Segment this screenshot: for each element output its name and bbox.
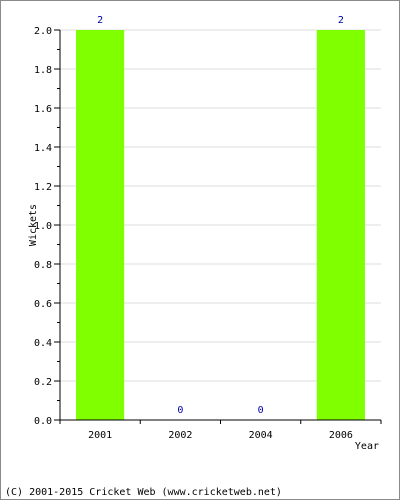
bars: [76, 30, 365, 420]
y-tick-label: 1.8: [34, 65, 52, 76]
data-label-2001: 2: [97, 15, 103, 26]
x-tick-labels: 2001 2002 2004 2006: [88, 430, 353, 441]
x-tick-label-2001: 2001: [88, 430, 112, 441]
x-tick-label-2004: 2004: [249, 430, 273, 441]
y-tick-label: 1.2: [34, 182, 52, 193]
y-tick-label: 1.4: [34, 143, 52, 154]
y-tick-label: 0.2: [34, 377, 52, 388]
y-tick-label: 0.4: [34, 338, 52, 349]
bar-2006: [316, 30, 365, 420]
y-tick-labels: 0.0 0.2 0.4 0.6 0.8 1.0 1.2 1.4 1.6 1.8 2.0: [34, 26, 52, 427]
y-tick-label: 2.0: [34, 26, 52, 37]
axes: [54, 29, 382, 424]
y-tick-label: 1.0: [34, 221, 52, 232]
y-tick-label: 0.0: [34, 416, 52, 427]
data-labels: 20 02: [97, 15, 344, 416]
y-axis-label: Wickets: [28, 204, 39, 246]
data-label-2006: 2: [338, 15, 344, 26]
data-label-2002: 0: [177, 405, 183, 416]
y-tick-label: 0.8: [34, 260, 52, 271]
data-label-2004: 0: [258, 405, 264, 416]
y-tick-label: 0.6: [34, 299, 52, 310]
x-tick-label-2002: 2002: [168, 430, 192, 441]
x-tick-label-2006: 2006: [329, 430, 353, 441]
y-tick-label: 1.6: [34, 104, 52, 115]
copyright-footer: (C) 2001-2015 Cricket Web (www.cricketwe…: [5, 487, 282, 498]
x-axis-label: Year: [355, 441, 379, 452]
bar-2001: [76, 30, 125, 420]
